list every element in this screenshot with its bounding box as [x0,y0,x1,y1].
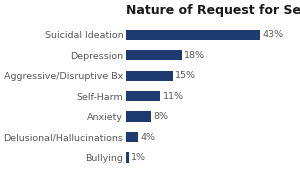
Text: 8%: 8% [153,112,168,121]
Bar [126,91,160,101]
Bar [126,111,151,122]
Text: 11%: 11% [163,92,184,101]
Bar [126,70,173,81]
Bar [126,132,139,142]
Text: 18%: 18% [184,51,205,60]
Text: Nature of Request for Service: Nature of Request for Service [126,4,300,17]
Text: 43%: 43% [262,30,283,39]
Bar [126,152,129,163]
Text: 1%: 1% [131,153,146,162]
Text: 4%: 4% [141,133,156,142]
Text: 15%: 15% [175,71,196,80]
Bar [126,50,182,60]
Bar [126,30,260,40]
